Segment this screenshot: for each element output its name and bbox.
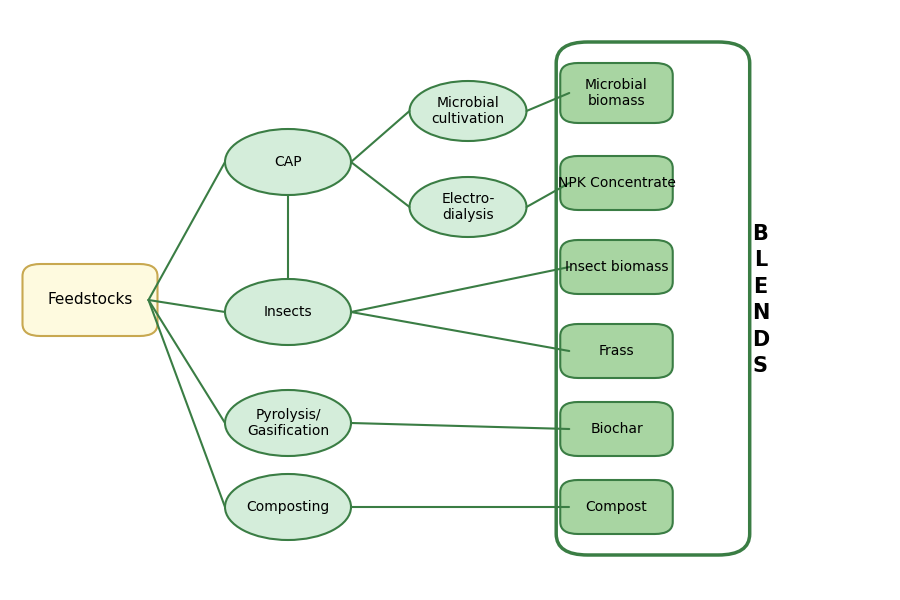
Ellipse shape xyxy=(410,81,526,141)
Ellipse shape xyxy=(225,474,351,540)
FancyBboxPatch shape xyxy=(560,156,673,210)
FancyBboxPatch shape xyxy=(560,63,673,123)
FancyBboxPatch shape xyxy=(560,480,673,534)
Text: Microbial
biomass: Microbial biomass xyxy=(585,78,648,108)
Ellipse shape xyxy=(410,177,526,237)
Text: Feedstocks: Feedstocks xyxy=(48,292,132,307)
Ellipse shape xyxy=(225,129,351,195)
Text: Insect biomass: Insect biomass xyxy=(565,260,668,274)
FancyBboxPatch shape xyxy=(560,240,673,294)
Ellipse shape xyxy=(225,390,351,456)
Text: Composting: Composting xyxy=(247,500,329,514)
Text: Compost: Compost xyxy=(586,500,647,514)
Text: B
L
E
N
D
S: B L E N D S xyxy=(752,224,770,376)
FancyBboxPatch shape xyxy=(22,264,158,336)
Ellipse shape xyxy=(225,279,351,345)
Text: Electro-
dialysis: Electro- dialysis xyxy=(441,192,495,222)
Text: CAP: CAP xyxy=(274,155,302,169)
Text: Biochar: Biochar xyxy=(590,422,643,436)
FancyBboxPatch shape xyxy=(560,402,673,456)
FancyBboxPatch shape xyxy=(560,324,673,378)
Text: Pyrolysis/
Gasification: Pyrolysis/ Gasification xyxy=(247,408,329,438)
Text: NPK Concentrate: NPK Concentrate xyxy=(558,176,675,190)
Text: Insects: Insects xyxy=(264,305,312,319)
Text: Microbial
cultivation: Microbial cultivation xyxy=(431,96,505,126)
Text: Frass: Frass xyxy=(598,344,634,358)
